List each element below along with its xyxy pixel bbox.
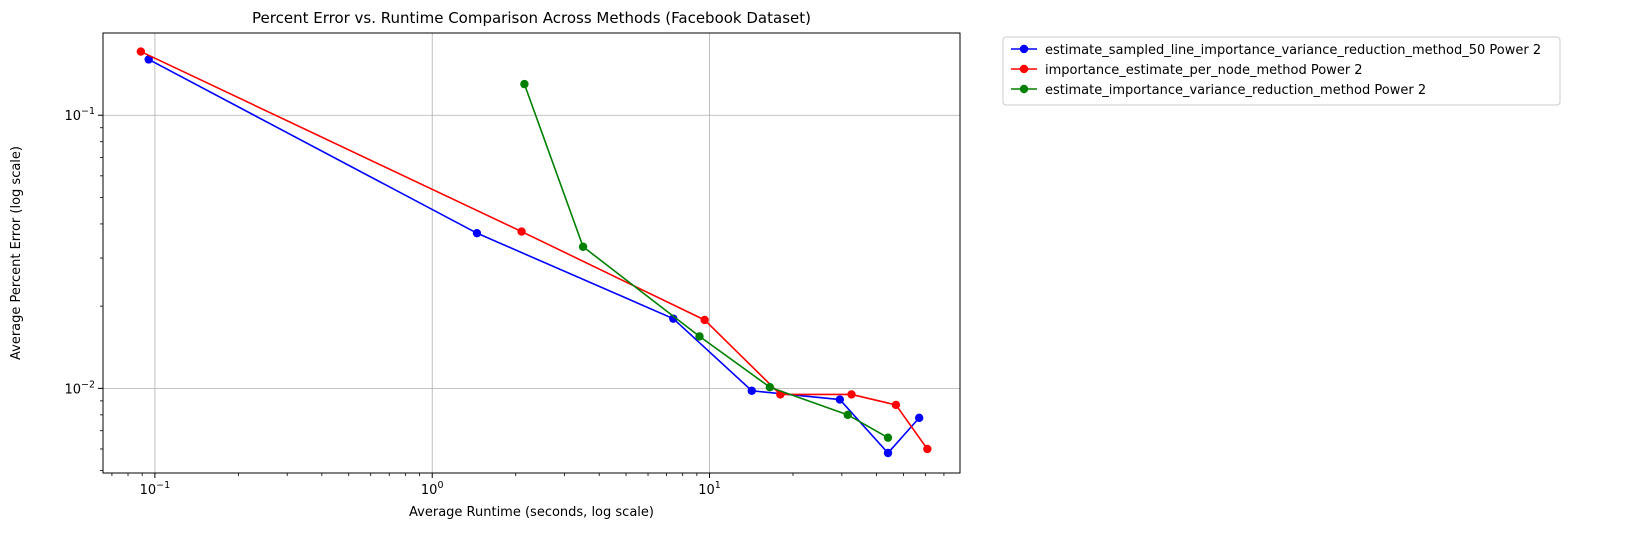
legend-marker [1019,84,1029,94]
x-tick-label: 10−1 [140,480,171,498]
legend-label: importance_estimate_per_node_method Powe… [1045,63,1363,78]
y-tick-label-base: 10 [64,382,81,397]
data-point [520,79,529,89]
legend-label: estimate_importance_variance_reduction_m… [1045,83,1426,98]
legend-box [1002,36,1561,106]
data-point [695,332,704,341]
grid [103,33,960,473]
data-point [891,400,901,410]
data-point [765,382,775,392]
legend-marker [1019,44,1029,54]
series-line [523,83,889,439]
y-tick-label-exponent: −1 [81,106,95,117]
y-tick-label-exponent: −2 [81,379,95,390]
series-2 [136,47,932,454]
data-point [669,314,678,323]
data-point [700,315,709,325]
x-tick-label-base: 10 [140,483,157,498]
legend-item: estimate_importance_variance_reduction_m… [1011,83,1426,98]
x-tick-label-base: 10 [698,483,715,498]
series-3 [520,79,893,442]
data-point [914,413,924,423]
y-tick-label-base: 10 [64,109,81,124]
data-point [883,433,893,442]
plot-frame [102,32,961,474]
data-point [747,386,756,395]
x-tick-label-base: 10 [421,483,438,498]
y-tick-label: 10−1 [64,106,95,124]
data-point [847,390,856,399]
series-1 [144,55,924,458]
legend: estimate_sampled_line_importance_varianc… [1002,36,1561,106]
data-point [136,47,146,56]
data-point [578,242,588,251]
data-point [835,395,845,404]
series-layer [136,47,932,458]
x-tick-label-exponent: 1 [715,480,721,491]
data-point [517,227,526,236]
data-point [144,55,153,64]
legend-label: estimate_sampled_line_importance_varianc… [1045,43,1541,58]
data-point [472,228,482,238]
x-axis-label: Average Runtime (seconds, log scale) [409,505,654,520]
x-tick-label-exponent: 0 [437,480,443,491]
y-axis-label: Average Percent Error (log scale) [9,146,24,360]
chart-title: Percent Error vs. Runtime Comparison Acr… [252,9,811,27]
x-tick-label: 100 [421,480,444,498]
x-tick-label: 101 [698,480,721,498]
legend-item: estimate_sampled_line_importance_varianc… [1011,43,1541,58]
legend-item: importance_estimate_per_node_method Powe… [1011,63,1363,78]
x-tick-label-exponent: −1 [156,480,170,491]
y-tick-label: 10−2 [64,379,95,397]
data-point [843,410,852,420]
data-point [923,444,932,454]
data-point [883,448,893,458]
legend-marker [1019,64,1029,74]
